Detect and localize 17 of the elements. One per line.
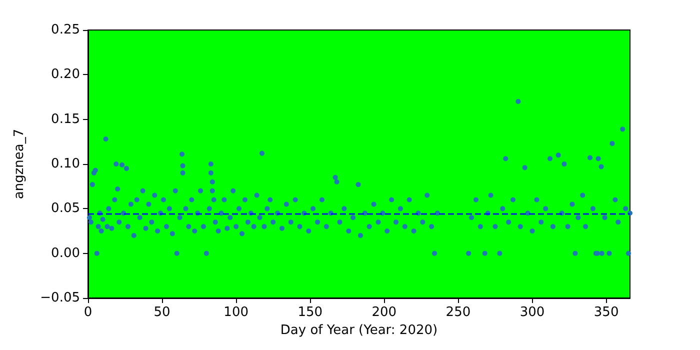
y-axis-title: angznea_7 <box>12 128 27 200</box>
y-tick-label: −0.05 <box>40 290 80 306</box>
y-tick-label: 0.15 <box>51 112 80 127</box>
x-tick-label: 250 <box>446 305 471 320</box>
y-tick-label: 0.05 <box>51 201 80 216</box>
x-tick-label: 350 <box>594 305 619 320</box>
x-tick-label: 50 <box>154 305 170 320</box>
x-axis-title: Day of Year (Year: 2020) <box>280 323 438 338</box>
y-tick-label: 0.25 <box>51 22 80 38</box>
x-tick-label: 200 <box>372 305 397 320</box>
x-tick-label: 150 <box>298 305 323 320</box>
y-tick-label: 0.20 <box>51 67 80 82</box>
x-tick-label: 300 <box>520 305 545 320</box>
x-tick-label: 100 <box>224 305 248 320</box>
y-tick-label: 0.10 <box>51 156 80 172</box>
y-tick-label: 0.00 <box>51 246 80 261</box>
x-tick-label: 0 <box>84 305 92 320</box>
